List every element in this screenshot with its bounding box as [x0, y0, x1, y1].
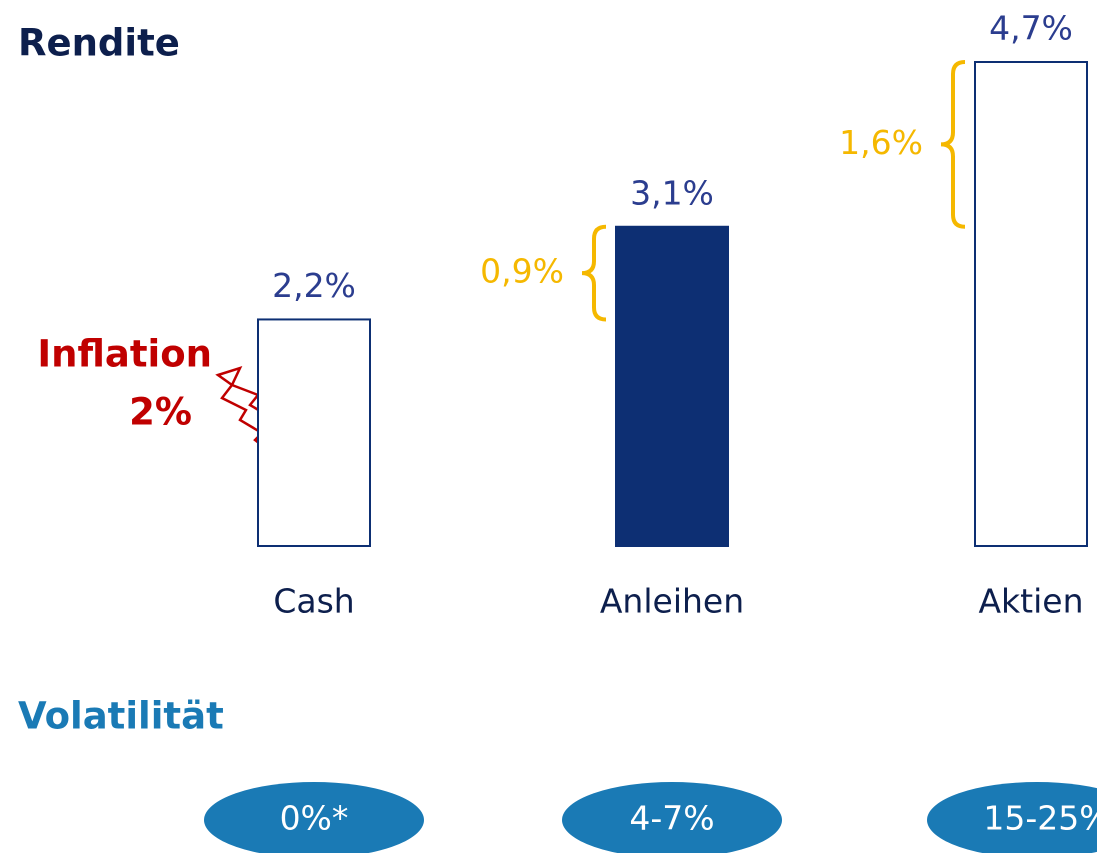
bar	[257, 318, 371, 547]
excess-label: 1,6%	[839, 123, 923, 162]
volatility-badge	[562, 782, 782, 853]
volatility-label: 4-7%	[629, 799, 714, 838]
bar	[615, 225, 729, 547]
volatility-label: 15-25%	[983, 799, 1097, 838]
inflation-label: Inflation	[37, 333, 212, 376]
value-label: 4,7%	[989, 9, 1073, 48]
value-label: 3,1%	[630, 173, 714, 212]
chart-title: Rendite	[18, 22, 180, 65]
x-tick-label: Anleihen	[600, 582, 744, 621]
volatility-label: 0%*	[280, 799, 349, 838]
x-tick-label: Aktien	[978, 582, 1083, 621]
x-tick-label: Cash	[273, 582, 354, 621]
bar	[974, 61, 1088, 547]
excess-label: 0,9%	[480, 252, 564, 291]
excess-brace	[581, 224, 607, 322]
volatility-title: Volatilität	[18, 695, 224, 738]
volatility-badge	[927, 782, 1097, 853]
volatility-badge	[204, 782, 424, 853]
value-label: 2,2%	[272, 266, 356, 305]
inflation-value: 2%	[129, 391, 192, 434]
excess-brace	[940, 60, 966, 229]
